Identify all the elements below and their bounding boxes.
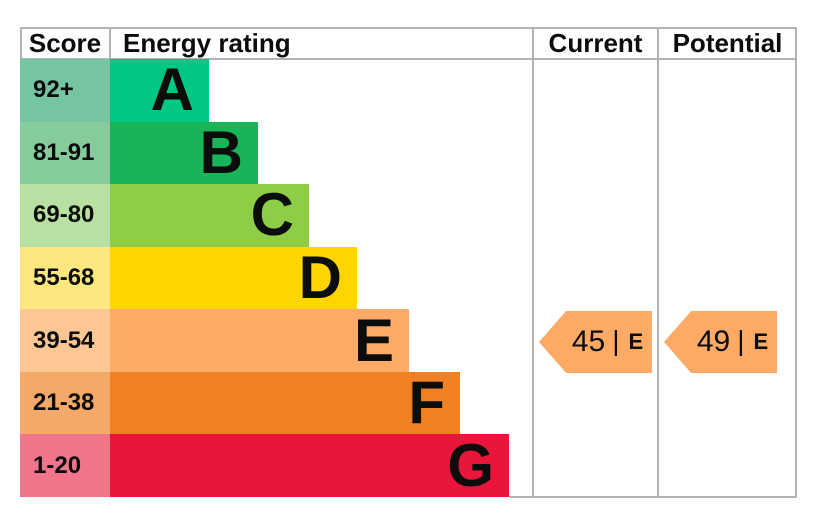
header-score-label: Score [28,27,102,58]
band-score-cell: 92+ [20,59,110,122]
band-letter-f: F [408,369,445,437]
band-letter-d: D [298,243,342,311]
band-score-label: 39-54 [33,326,95,354]
band-row-b: 81-91 B [0,118,823,186]
header-energy-rating-label: Energy rating [123,27,291,58]
pipe-separator: | [612,325,620,356]
band-score-label: 69-80 [33,201,95,229]
header-left-border [20,27,22,60]
band-score-label: 92+ [33,76,74,104]
band-letter-g: G [447,431,494,499]
potential-column-left-border [657,27,659,498]
header-bottom-border [20,58,797,60]
header-potential-label: Potential [672,27,783,58]
band-bar-a: A [110,59,209,122]
band-row-a: 92+ A [0,59,823,122]
current-column-left-border [532,27,534,498]
band-letter-e: E [353,306,394,374]
table-right-border [795,27,797,498]
band-row-d: 55-68 D [0,243,823,311]
band-row-f: 21-38 F [0,369,823,437]
band-row-c: 69-80 C [0,184,823,247]
table-top-border [20,27,797,29]
potential-rating-band-letter: E [753,329,769,354]
band-score-label: 81-91 [33,138,95,166]
potential-rating-value: 49 [696,325,731,358]
pipe-separator: | [737,325,745,356]
band-letter-b: B [199,118,243,186]
band-score-cell: 1-20 [20,434,110,497]
current-rating-value: 45 [571,325,606,358]
band-score-cell: 55-68 [20,246,110,310]
band-score-label: 55-68 [33,263,95,291]
band-bar-g: G [110,434,509,497]
band-letter-a: A [150,56,194,124]
band-score-cell: 39-54 [20,309,110,372]
band-score-label: 1-20 [33,451,82,479]
header-current-label: Current [548,27,643,58]
band-rows: 92+ A 81-91 B 69-80 C 55-68 D 39-54 E 21… [0,59,823,497]
band-score-cell: 21-38 [20,371,110,435]
current-rating-arrow: 45 | E [539,311,652,373]
band-row-g: 1-20 G [0,434,823,497]
potential-rating-arrow: 49 | E [664,311,777,373]
band-row-e: 39-54 E [0,309,823,372]
band-bar-c: C [110,184,309,247]
band-bar-d: D [110,243,357,311]
band-bar-e: E [110,309,409,372]
band-score-label: 21-38 [33,389,95,417]
table-bottom-border [509,496,797,498]
current-rating-band-letter: E [628,329,644,354]
band-bar-f: F [110,369,460,437]
band-score-cell: 69-80 [20,184,110,247]
score-column-divider [109,27,111,60]
band-letter-c: C [250,181,294,249]
band-score-cell: 81-91 [20,121,110,185]
band-bar-b: B [110,118,258,186]
